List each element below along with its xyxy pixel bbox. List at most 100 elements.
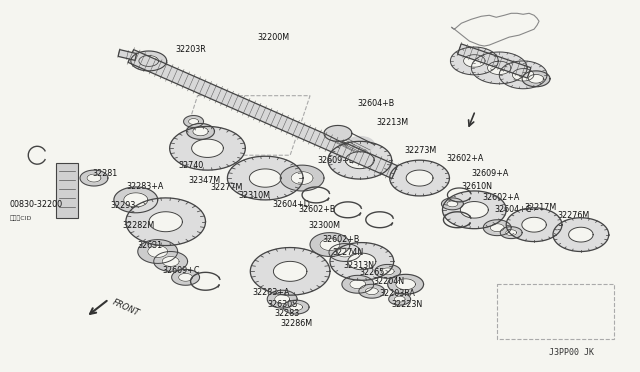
Ellipse shape	[388, 274, 424, 294]
Ellipse shape	[268, 290, 297, 308]
Text: 32223N: 32223N	[392, 299, 423, 309]
Ellipse shape	[346, 152, 374, 169]
Text: 32740: 32740	[179, 161, 204, 170]
Ellipse shape	[471, 52, 527, 84]
Text: 32200M: 32200M	[257, 33, 289, 42]
Ellipse shape	[162, 256, 179, 266]
Text: 32283: 32283	[274, 308, 300, 318]
Ellipse shape	[442, 198, 463, 210]
Text: 32631: 32631	[138, 241, 163, 250]
Text: 32213M: 32213M	[377, 118, 409, 127]
Ellipse shape	[328, 141, 392, 179]
Polygon shape	[118, 49, 136, 60]
Ellipse shape	[381, 268, 394, 275]
Text: 32610N: 32610N	[461, 182, 492, 190]
Ellipse shape	[447, 201, 458, 207]
Ellipse shape	[396, 279, 415, 290]
Text: 32273M: 32273M	[404, 146, 437, 155]
Text: 32602+A: 32602+A	[447, 154, 484, 163]
Polygon shape	[56, 163, 78, 218]
Ellipse shape	[553, 218, 609, 251]
Ellipse shape	[522, 71, 550, 87]
Ellipse shape	[114, 187, 157, 213]
Ellipse shape	[172, 269, 200, 285]
Text: 32604+D: 32604+D	[272, 201, 310, 209]
Ellipse shape	[483, 220, 511, 235]
Ellipse shape	[460, 202, 488, 218]
Text: 00830-32200: 00830-32200	[10, 201, 63, 209]
Ellipse shape	[275, 295, 290, 304]
Ellipse shape	[375, 264, 401, 278]
Ellipse shape	[291, 171, 313, 185]
Ellipse shape	[139, 55, 159, 66]
Ellipse shape	[193, 127, 208, 136]
Text: リングCID: リングCID	[10, 216, 32, 221]
Ellipse shape	[337, 248, 353, 257]
Text: 32281: 32281	[92, 169, 117, 177]
Ellipse shape	[320, 238, 340, 250]
Ellipse shape	[138, 240, 178, 263]
Text: 32609+C: 32609+C	[163, 266, 200, 275]
Ellipse shape	[324, 125, 352, 141]
Ellipse shape	[500, 227, 522, 238]
Ellipse shape	[406, 170, 433, 186]
Text: 32604+B: 32604+B	[358, 99, 395, 108]
Ellipse shape	[191, 139, 223, 157]
Polygon shape	[458, 44, 531, 78]
Text: 32277M: 32277M	[211, 183, 243, 192]
Ellipse shape	[513, 68, 534, 81]
Ellipse shape	[359, 284, 385, 298]
Text: 32293: 32293	[111, 201, 136, 210]
Text: 32217M: 32217M	[524, 203, 556, 212]
Text: 32602+B: 32602+B	[322, 235, 360, 244]
Ellipse shape	[179, 273, 193, 281]
Ellipse shape	[227, 156, 303, 200]
Text: 32602+A: 32602+A	[483, 193, 520, 202]
Text: 32300M: 32300M	[308, 221, 340, 230]
Ellipse shape	[506, 208, 562, 241]
Ellipse shape	[490, 224, 504, 232]
Ellipse shape	[342, 275, 374, 293]
Text: 32203R: 32203R	[175, 45, 206, 54]
Text: 32604+C: 32604+C	[494, 205, 532, 214]
Ellipse shape	[388, 293, 411, 305]
Ellipse shape	[442, 191, 506, 229]
Ellipse shape	[154, 251, 188, 271]
Text: 32282M: 32282M	[123, 221, 155, 230]
Ellipse shape	[568, 227, 593, 242]
Ellipse shape	[87, 174, 101, 182]
Text: 32286M: 32286M	[280, 320, 312, 328]
Text: 32310M: 32310M	[238, 192, 270, 201]
Text: 32283+A: 32283+A	[252, 288, 290, 297]
Text: 32630S: 32630S	[268, 299, 298, 309]
Ellipse shape	[187, 124, 214, 140]
Text: 32274N: 32274N	[332, 248, 363, 257]
Ellipse shape	[280, 165, 324, 191]
Text: 32265: 32265	[360, 268, 385, 277]
Ellipse shape	[273, 262, 307, 281]
Ellipse shape	[451, 47, 498, 75]
Ellipse shape	[149, 212, 182, 232]
Text: 32283+A: 32283+A	[127, 182, 164, 190]
Ellipse shape	[329, 244, 361, 262]
Ellipse shape	[283, 300, 309, 314]
Ellipse shape	[131, 51, 166, 71]
Ellipse shape	[463, 55, 485, 67]
Polygon shape	[128, 49, 397, 179]
Ellipse shape	[124, 193, 148, 207]
Ellipse shape	[522, 217, 547, 232]
Ellipse shape	[330, 243, 394, 280]
Ellipse shape	[189, 119, 198, 125]
Ellipse shape	[348, 253, 376, 270]
Ellipse shape	[310, 232, 350, 256]
Ellipse shape	[499, 61, 547, 89]
Ellipse shape	[126, 198, 205, 246]
Ellipse shape	[184, 116, 204, 128]
Ellipse shape	[290, 304, 303, 311]
Ellipse shape	[390, 160, 449, 196]
Ellipse shape	[506, 230, 516, 235]
Text: 32609+A: 32609+A	[471, 169, 509, 177]
Ellipse shape	[529, 74, 544, 83]
Ellipse shape	[250, 169, 281, 187]
Ellipse shape	[250, 247, 330, 295]
